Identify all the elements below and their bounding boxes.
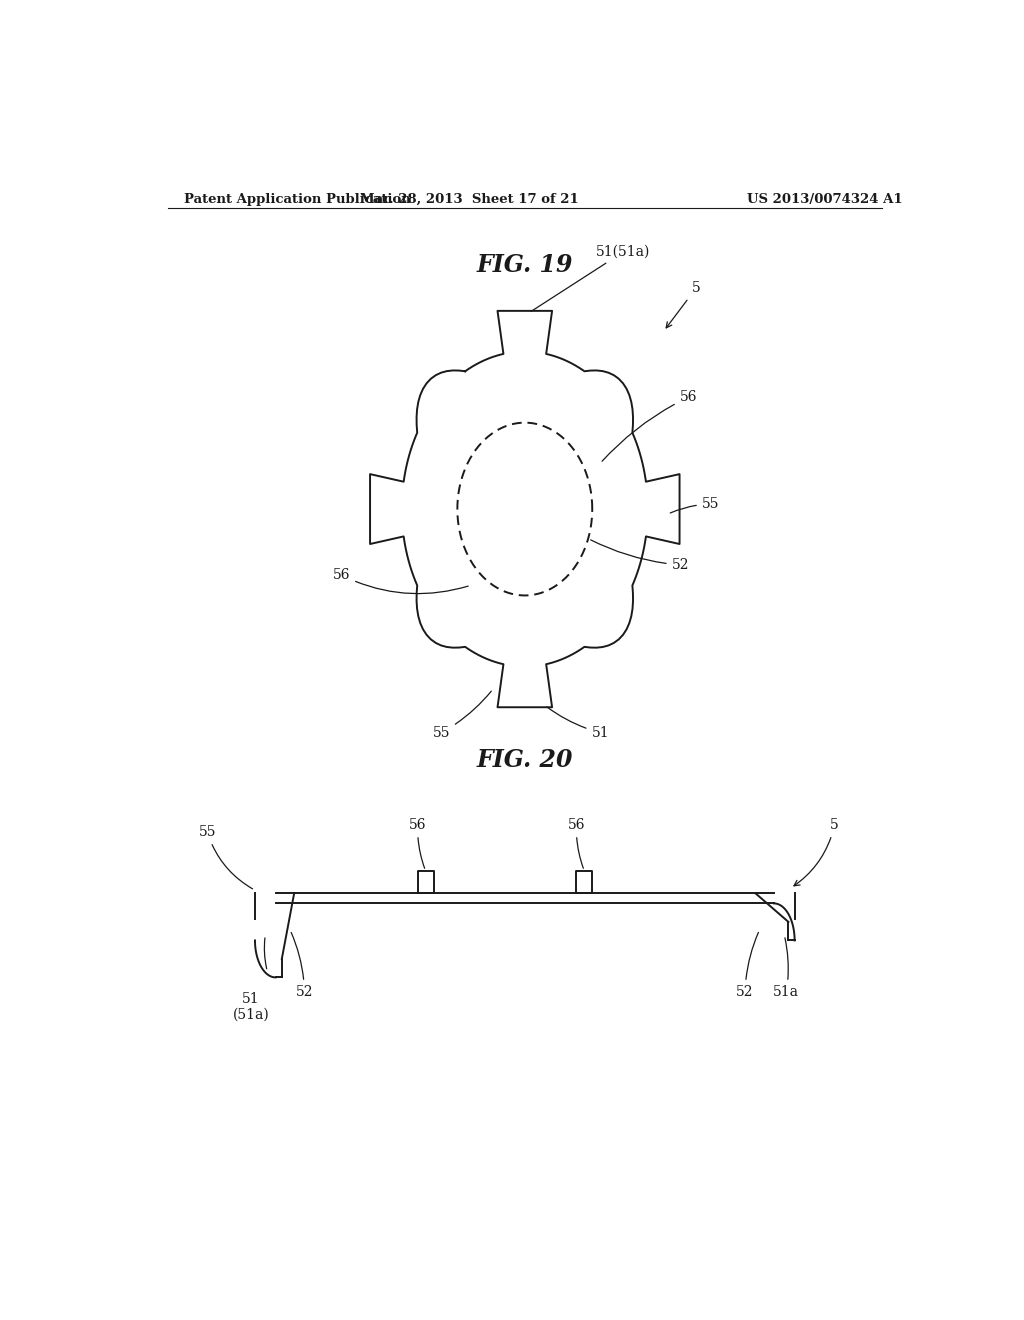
Text: 56: 56 xyxy=(333,568,468,594)
Text: 51a: 51a xyxy=(773,937,800,999)
Text: 52: 52 xyxy=(591,540,689,572)
Text: US 2013/0074324 A1: US 2013/0074324 A1 xyxy=(748,193,902,206)
Text: 51(51a): 51(51a) xyxy=(531,246,650,312)
Text: 5: 5 xyxy=(667,281,700,327)
Text: 51: 51 xyxy=(547,708,609,739)
Text: 5: 5 xyxy=(794,818,839,886)
Text: 56: 56 xyxy=(602,391,697,461)
Text: FIG. 20: FIG. 20 xyxy=(476,748,573,772)
Text: Mar. 28, 2013  Sheet 17 of 21: Mar. 28, 2013 Sheet 17 of 21 xyxy=(359,193,579,206)
Text: 56: 56 xyxy=(409,818,426,869)
Text: 55: 55 xyxy=(199,825,253,888)
Text: 52: 52 xyxy=(736,932,759,999)
Text: 55: 55 xyxy=(433,692,492,739)
Text: 55: 55 xyxy=(670,496,719,513)
Text: 52: 52 xyxy=(291,932,313,999)
Text: Patent Application Publication: Patent Application Publication xyxy=(183,193,411,206)
Text: 56: 56 xyxy=(567,818,585,869)
Text: FIG. 19: FIG. 19 xyxy=(476,253,573,277)
Text: 51
(51a): 51 (51a) xyxy=(232,991,269,1022)
